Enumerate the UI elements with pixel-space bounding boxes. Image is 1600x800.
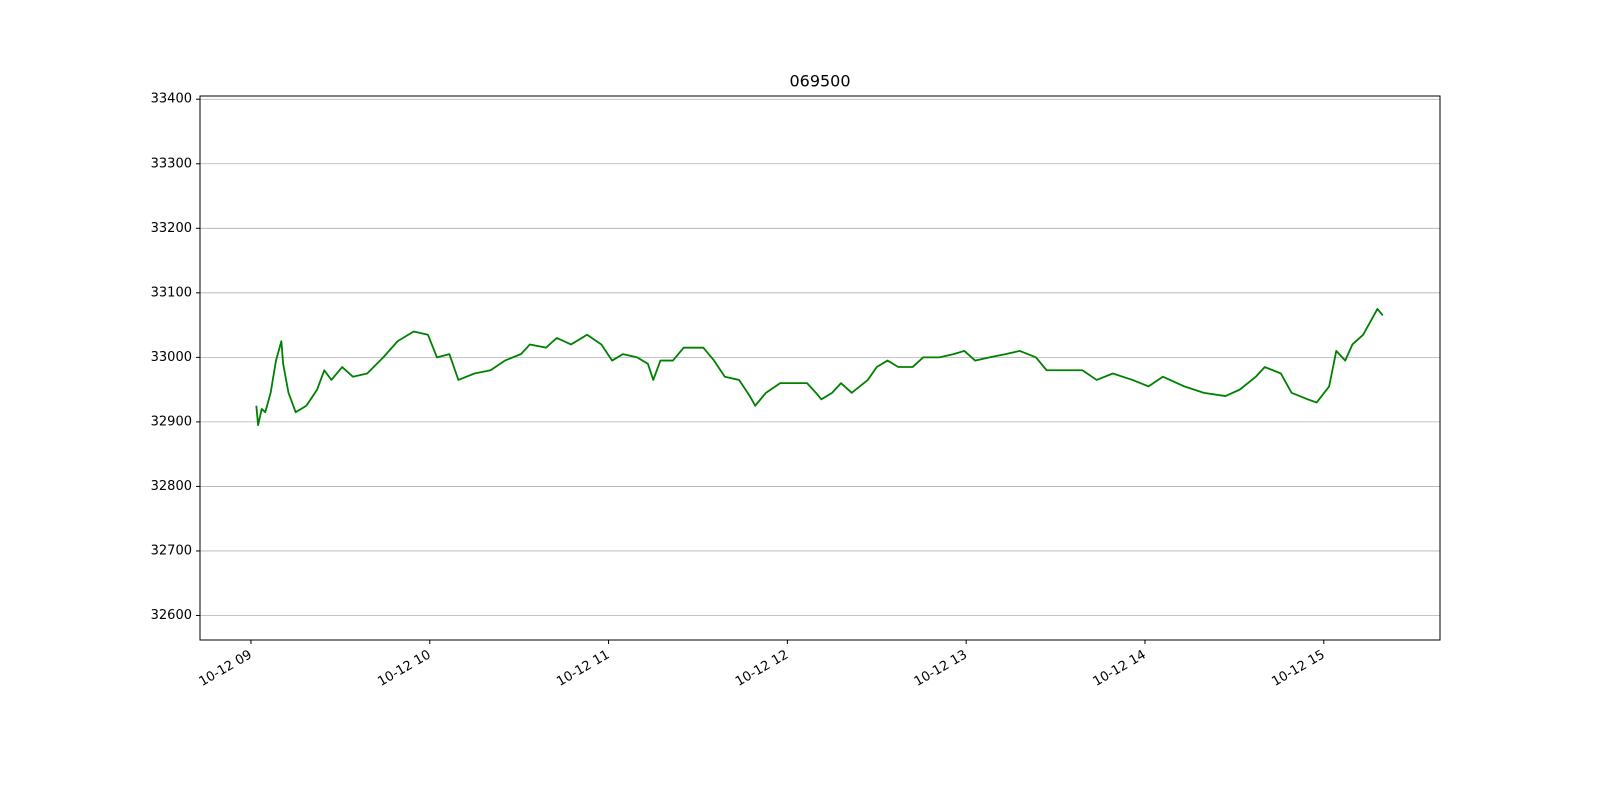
y-tick-label: 32900 bbox=[151, 414, 192, 429]
y-tick-label: 33200 bbox=[151, 221, 192, 236]
chart-title: 069500 bbox=[789, 72, 850, 91]
y-tick-label: 32700 bbox=[151, 543, 192, 558]
y-tick-label: 33100 bbox=[151, 285, 192, 300]
y-tick-label: 32800 bbox=[151, 479, 192, 494]
y-tick-label: 33400 bbox=[151, 92, 192, 107]
y-tick-label: 32600 bbox=[151, 608, 192, 623]
y-tick-label: 33300 bbox=[151, 156, 192, 171]
y-tick-label: 33000 bbox=[151, 350, 192, 365]
axes-frame bbox=[199, 95, 1441, 641]
price-line bbox=[255, 308, 1384, 427]
